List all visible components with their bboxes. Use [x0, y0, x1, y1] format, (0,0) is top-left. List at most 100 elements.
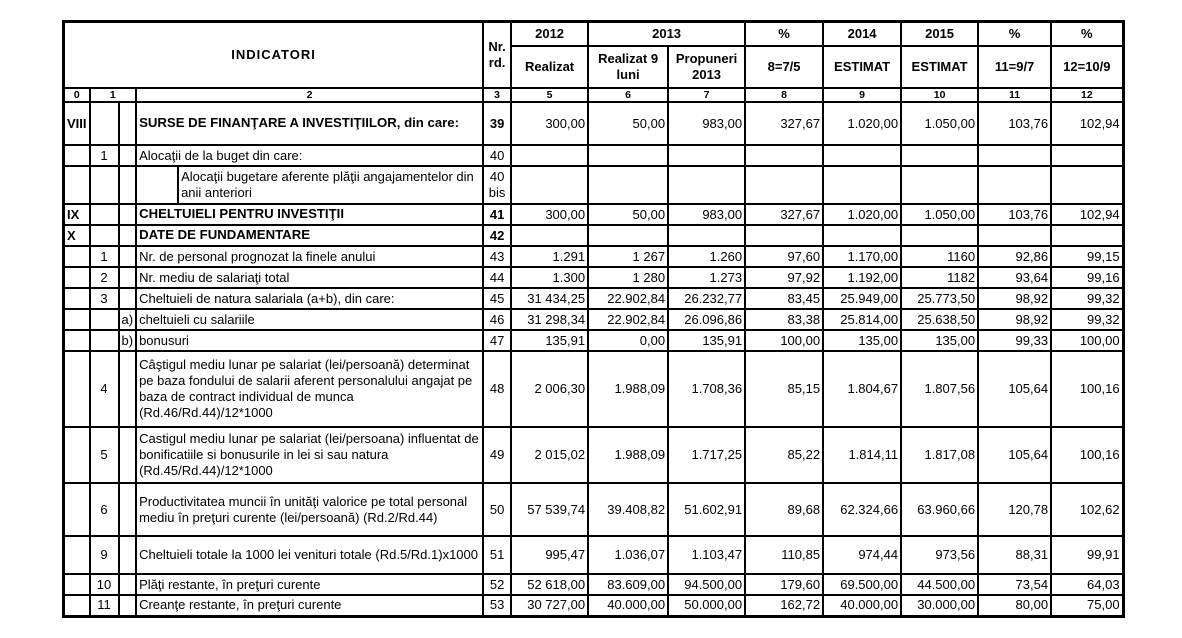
row-rd-cell: 45: [482, 287, 513, 310]
row-roman-cell: [62, 426, 91, 484]
row-roman-cell: [62, 482, 91, 537]
row-rd-cell: 48: [482, 350, 513, 428]
value-cell: 1182: [900, 266, 980, 289]
value-cell: 30 727,00: [510, 594, 590, 617]
row-letter-cell: [117, 224, 138, 247]
value-cell: 39.408,82: [587, 482, 670, 537]
table-row: IX CHELTUIELI PENTRU INVESTIŢII 41 300,00 50…: [62, 203, 1125, 226]
value-cell: 1.103,47: [667, 535, 747, 575]
value-cell: 40.000,00: [822, 594, 903, 617]
row-rd-cell: 43: [482, 245, 513, 268]
table-row: 4 Câştigul mediu lunar pe salariat (lei/p…: [62, 350, 1125, 428]
row-roman-cell: [62, 144, 91, 167]
value-cell: 1.050,00: [900, 203, 980, 226]
value-cell: 97,92: [744, 266, 825, 289]
value-cell: 300,00: [510, 101, 590, 146]
row-number-cell: 11: [88, 594, 120, 617]
table-row: 10 Plăţi restante, în preţuri curente 52 52…: [62, 573, 1125, 596]
value-cell: [900, 165, 980, 205]
row-number-cell: [88, 203, 120, 226]
value-cell: 102,62: [1050, 482, 1125, 537]
row-roman-cell: IX: [62, 203, 91, 226]
header-year-2014: 2014: [822, 20, 903, 47]
row-number-cell: 9: [88, 535, 120, 575]
row-label-cell: Alocaţii bugetare aferente plăţii angaja…: [177, 165, 485, 205]
value-cell: [977, 144, 1053, 167]
value-cell: 1.170,00: [822, 245, 903, 268]
row-label-cell: DATE DE FUNDAMENTARE: [135, 224, 485, 247]
row-roman-cell: [62, 329, 91, 352]
col-number: 0: [62, 87, 91, 103]
value-cell: 1.988,09: [587, 350, 670, 428]
table-row: 2 Nr. mediu de salariaţi total 44 1.300 1 28…: [62, 266, 1125, 289]
value-cell: 102,94: [1050, 101, 1125, 146]
value-cell: 1.020,00: [822, 203, 903, 226]
row-letter-cell: [117, 350, 138, 428]
value-cell: 73,54: [977, 573, 1053, 596]
col-number: 12: [1050, 87, 1125, 103]
value-cell: 98,92: [977, 287, 1053, 310]
value-cell: 50.000,00: [667, 594, 747, 617]
row-letter-cell: [117, 165, 138, 205]
row-label-cell: Castigul mediu lunar pe salariat (lei/pe…: [135, 426, 485, 484]
value-cell: 83,38: [744, 308, 825, 331]
value-cell: 1.036,07: [587, 535, 670, 575]
value-cell: 100,00: [744, 329, 825, 352]
row-roman-cell: VIII: [62, 101, 91, 146]
value-cell: 995,47: [510, 535, 590, 575]
row-rd-cell: 51: [482, 535, 513, 575]
col-number: 1: [88, 87, 138, 103]
value-cell: [900, 224, 980, 247]
row-number-cell: 3: [88, 287, 120, 310]
value-cell: 25.949,00: [822, 287, 903, 310]
value-cell: 50,00: [587, 101, 670, 146]
table-row: Alocaţii bugetare aferente plăţii angaja…: [62, 165, 1125, 205]
col-number: 8: [744, 87, 825, 103]
table-body: VIII SURSE DE FINANŢARE A INVESTIŢIILOR, …: [62, 101, 1125, 617]
header-formula-8: 8=7/5: [744, 45, 825, 89]
header-rd: rd.: [488, 55, 506, 70]
table-header: INDICATORI Nr. rd. 2012 2013 % 2014 2015…: [62, 20, 1125, 103]
value-cell: [1050, 165, 1125, 205]
row-rd-cell: 52: [482, 573, 513, 596]
row-letter-cell: [117, 573, 138, 596]
value-cell: [667, 144, 747, 167]
row-number-cell: 2: [88, 266, 120, 289]
row-roman-cell: [62, 308, 91, 331]
value-cell: [744, 224, 825, 247]
value-cell: 973,56: [900, 535, 980, 575]
page: INDICATORI Nr. rd. 2012 2013 % 2014 2015…: [62, 20, 1125, 618]
row-letter-cell: [117, 482, 138, 537]
value-cell: 69.500,00: [822, 573, 903, 596]
col-number: 7: [667, 87, 747, 103]
col-number: 11: [977, 87, 1053, 103]
value-cell: [510, 144, 590, 167]
value-cell: 135,91: [667, 329, 747, 352]
value-cell: 983,00: [667, 101, 747, 146]
value-cell: 51.602,91: [667, 482, 747, 537]
row-number-cell: 6: [88, 482, 120, 537]
row-label-cell: Nr. mediu de salariaţi total: [135, 266, 485, 289]
value-cell: 2 015,02: [510, 426, 590, 484]
row-roman-cell: [62, 350, 91, 428]
value-cell: 1.817,08: [900, 426, 980, 484]
value-cell: [744, 144, 825, 167]
row-letter-cell: [117, 594, 138, 617]
table-row: 11 Creanţe restante, în preţuri curente 53…: [62, 594, 1125, 617]
value-cell: 31 298,34: [510, 308, 590, 331]
value-cell: 1.020,00: [822, 101, 903, 146]
value-cell: 26.232,77: [667, 287, 747, 310]
value-cell: 80,00: [977, 594, 1053, 617]
value-cell: 110,85: [744, 535, 825, 575]
row-rd-cell: 40 bis: [482, 165, 513, 205]
value-cell: 105,64: [977, 426, 1053, 484]
row-number-cell: 1: [88, 245, 120, 268]
value-cell: 99,33: [977, 329, 1053, 352]
value-cell: 135,00: [900, 329, 980, 352]
value-cell: 22.902,84: [587, 308, 670, 331]
table-row: a) cheltuieli cu salariile 46 31 298,34 22.9…: [62, 308, 1125, 331]
col-number: 9: [822, 87, 903, 103]
value-cell: [587, 224, 670, 247]
value-cell: 99,16: [1050, 266, 1125, 289]
value-cell: 25.638,50: [900, 308, 980, 331]
